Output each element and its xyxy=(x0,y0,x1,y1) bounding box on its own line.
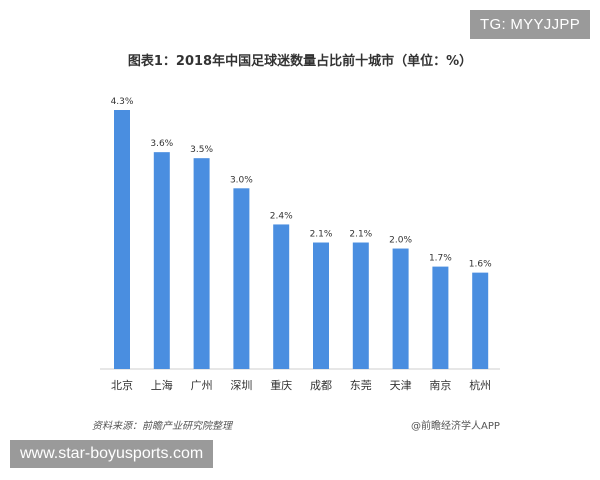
data-label: 2.4% xyxy=(270,211,293,221)
data-label: 3.5% xyxy=(190,145,213,155)
x-tick-label: 上海 xyxy=(151,378,173,392)
bottom-url-tag: www.star-boyusports.com xyxy=(10,440,214,468)
bar-成都 xyxy=(313,242,329,369)
x-tick-label: 广州 xyxy=(191,379,213,392)
x-tick-label: 重庆 xyxy=(270,378,292,392)
data-label: 1.7% xyxy=(429,254,452,264)
bar-深圳 xyxy=(233,188,250,369)
data-label: 3.0% xyxy=(230,175,253,185)
x-tick-label: 北京 xyxy=(111,378,133,392)
x-tick-label: 东莞 xyxy=(350,379,372,392)
bar-东莞 xyxy=(352,242,369,369)
data-label: 1.6% xyxy=(469,260,492,270)
x-tick-label: 深圳 xyxy=(230,379,252,392)
top-tag: TG: MYYJJPP xyxy=(470,10,590,39)
bar-上海 xyxy=(153,152,170,369)
bar-天津 xyxy=(392,248,409,369)
data-label: 4.3% xyxy=(111,97,134,107)
bar-南京 xyxy=(432,266,449,369)
x-tick-label: 天津 xyxy=(390,379,412,392)
bar-北京 xyxy=(114,110,130,369)
data-label: 2.1% xyxy=(310,230,333,240)
x-tick-label: 杭州 xyxy=(469,378,491,392)
x-tick-label: 南京 xyxy=(429,378,451,392)
x-tick-label: 成都 xyxy=(310,379,332,392)
data-label: 2.1% xyxy=(349,230,372,240)
source-left: 资料来源：前瞻产业研究院整理 xyxy=(92,421,232,432)
source-right: @前瞻经济学人APP xyxy=(411,421,500,432)
bar-重庆 xyxy=(273,224,290,369)
chart-title: 图表1：2018年中国足球迷数量占比前十城市（单位：%） xyxy=(127,54,473,69)
data-label: 2.0% xyxy=(389,236,412,246)
data-label: 3.6% xyxy=(150,139,173,149)
bar-杭州 xyxy=(472,272,489,369)
bar-广州 xyxy=(193,158,210,369)
